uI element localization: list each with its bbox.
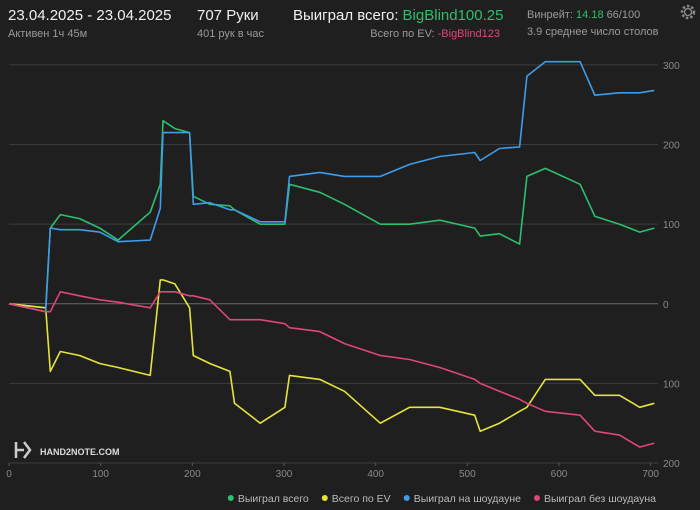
- legend: Выиграл всего Всего по EV Выиграл на шоуда…: [227, 493, 656, 505]
- gear-core: [683, 7, 693, 17]
- plot-area: 200 100 0 100 200 300 0 100 200 300 400 500 600 700: [6, 60, 680, 480]
- series-line: [8, 291, 655, 448]
- legend-label: Всего по EV: [332, 493, 391, 505]
- x-tick-label: 0: [6, 469, 12, 480]
- legend-swatch: [321, 495, 328, 501]
- y-tick-label: 100: [663, 379, 680, 390]
- x-tick-label: 100: [92, 469, 109, 480]
- legend-item: Всего по EV: [321, 493, 391, 505]
- legend-swatch: [403, 495, 410, 501]
- series-line: [8, 119, 655, 309]
- gear-teeth: [680, 4, 696, 20]
- hands-per-hour: 401 рук в час: [197, 28, 265, 40]
- legend-item: Выиграл всего: [227, 493, 309, 505]
- x-tick-label: 300: [276, 469, 293, 480]
- y-tick-label: 0: [663, 300, 669, 311]
- x-tick-label: 500: [459, 469, 476, 480]
- legend-label: Выиграл всего: [238, 493, 309, 505]
- date-range: 23.04.2025 - 23.04.2025: [8, 7, 171, 24]
- won-label: Выиграл всего:: [293, 7, 399, 24]
- hands: 707 Руки: [197, 7, 259, 24]
- ev-total: Всего по EV: -BigBlind123: [370, 28, 500, 40]
- settings-icon[interactable]: [680, 4, 696, 20]
- y-tick-label: 100: [663, 220, 680, 231]
- legend-item: Выиграл на шоудауне: [403, 493, 521, 505]
- logo: HAND2NOTE.COM: [14, 441, 120, 459]
- legend-swatch: [534, 495, 540, 501]
- legend-item: Выиграл без шоудауна: [534, 493, 656, 505]
- y-tick-label: 300: [663, 61, 680, 72]
- x-tick-label: 400: [367, 469, 384, 480]
- legend-label: Выиграл на шоудауне: [414, 493, 521, 505]
- avg-tables: 3.9 среднее число столов: [527, 26, 659, 38]
- logo-text: HAND2NOTE.COM: [40, 447, 120, 457]
- x-tick-label: 200: [184, 469, 201, 480]
- x-tick-label: 700: [642, 469, 659, 480]
- winrate: Винрейт: 14.18 66/100: [527, 9, 640, 21]
- winrate-label: Винрейт:: [527, 9, 573, 21]
- series-line: [8, 279, 655, 432]
- x-tick-label: 600: [551, 469, 568, 480]
- winrate-value: 14.18: [576, 9, 604, 21]
- active-time: Активен 1ч 45м: [8, 28, 87, 40]
- logo-icon: [14, 441, 32, 459]
- ev-value: -BigBlind123: [438, 28, 500, 40]
- legend-swatch: [227, 495, 234, 501]
- series-line: [8, 60, 655, 313]
- won-total: Выиграл всего: BigBlind100.25: [293, 7, 503, 24]
- ev-label: Всего по EV:: [370, 28, 434, 40]
- winrate-extra: 66/100: [607, 9, 641, 21]
- legend-label: Выиграл без шоудауна: [544, 493, 656, 505]
- y-tick-label: 200: [663, 459, 680, 470]
- won-value: BigBlind100.25: [403, 7, 504, 24]
- y-tick-label: 200: [663, 141, 680, 152]
